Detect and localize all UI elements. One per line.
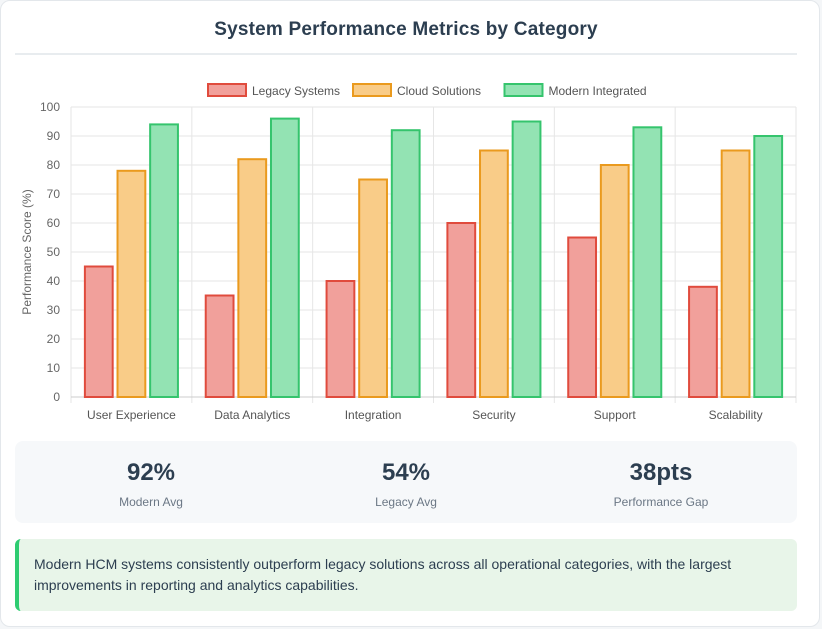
- bar: [753, 135, 784, 398]
- y-tick-label: 70: [47, 187, 61, 201]
- x-tick-label: Scalability: [709, 408, 763, 422]
- x-tick-label: User Experience: [87, 408, 176, 422]
- bar: [390, 129, 421, 398]
- legend-label: Cloud Solutions: [397, 84, 481, 98]
- stats-panel: 92% Modern Avg 54% Legacy Avg 38pts Perf…: [15, 441, 797, 523]
- stat-label: Legacy Avg: [375, 495, 437, 509]
- bar: [632, 126, 663, 399]
- y-tick-label: 80: [47, 158, 61, 172]
- y-axis-title: Performance Score (%): [20, 189, 34, 314]
- x-tick-label: Security: [472, 408, 515, 422]
- bar: [358, 178, 388, 398]
- bar: [325, 280, 356, 398]
- y-tick-label: 90: [47, 129, 61, 143]
- bar: [204, 294, 235, 398]
- stat-value: 92%: [126, 459, 176, 486]
- bar: [83, 265, 114, 398]
- insight-callout: Modern HCM systems consistently outperfo…: [15, 539, 797, 611]
- y-tick-label: 0: [53, 390, 60, 404]
- y-tick-label: 100: [40, 100, 60, 114]
- legend-swatch: [352, 83, 392, 97]
- stat-label: Performance Gap: [613, 495, 709, 509]
- y-tick-label: 20: [47, 332, 61, 346]
- y-tick-label: 10: [47, 361, 61, 375]
- bar: [269, 117, 300, 398]
- x-tick-label: Data Analytics: [214, 408, 290, 422]
- legend-label: Legacy Systems: [252, 84, 340, 98]
- bar: [599, 164, 630, 398]
- stat-value: 54%: [381, 459, 431, 486]
- legend-label: Modern Integrated: [549, 84, 647, 98]
- legend-swatch: [207, 83, 247, 97]
- stat-label: Modern Avg: [119, 495, 183, 509]
- y-tick-label: 50: [47, 245, 61, 259]
- y-tick-label: 40: [47, 274, 61, 288]
- stat-value: 38pts: [629, 459, 693, 486]
- bar: [237, 158, 268, 398]
- bar: [567, 236, 598, 398]
- y-tick-label: 60: [47, 216, 61, 230]
- bar: [688, 285, 718, 398]
- page-title: System Performance Metrics by Category: [214, 19, 598, 40]
- x-tick-label: Integration: [345, 408, 402, 422]
- stat-modern-avg: 92% Modern Avg: [21, 441, 281, 523]
- bar: [446, 222, 477, 398]
- stat-legacy-avg: 54% Legacy Avg: [276, 441, 536, 523]
- bar: [116, 169, 147, 398]
- stat-performance-gap: 38pts Performance Gap: [531, 441, 791, 523]
- y-tick-label: 30: [47, 303, 61, 317]
- x-tick-label: Support: [594, 408, 637, 422]
- legend-swatch: [503, 83, 544, 97]
- bar: [511, 120, 542, 398]
- bar: [149, 123, 179, 399]
- bar-chart: 0 10 20 30 40 50 60 70 80 90 100 Performance Score …: [20, 83, 797, 422]
- bar: [479, 149, 509, 398]
- title-divider: [15, 53, 797, 55]
- bar: [720, 149, 751, 398]
